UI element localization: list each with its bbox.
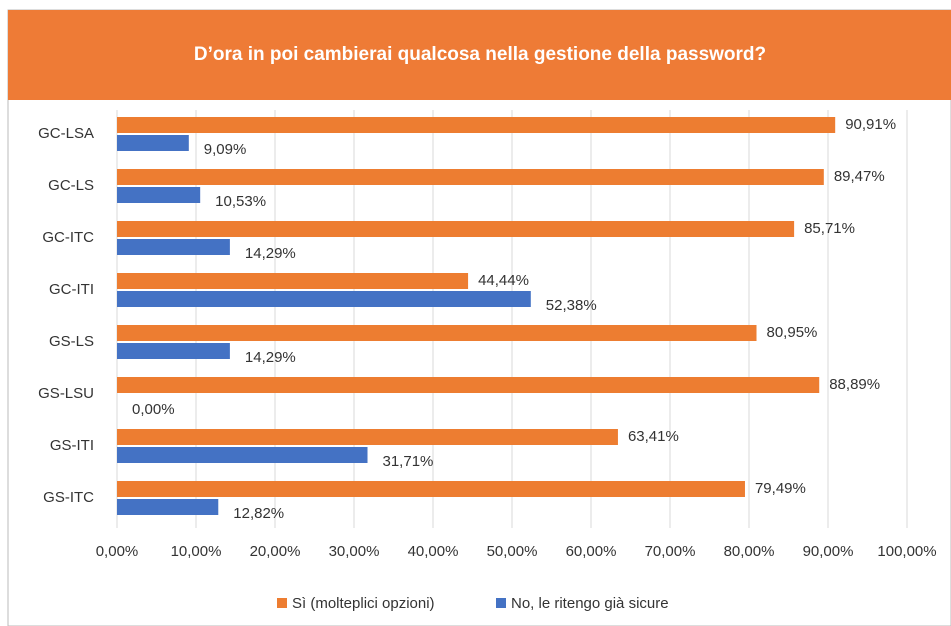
data-label: 31,71% bbox=[383, 453, 434, 470]
bar bbox=[117, 377, 820, 393]
legend-swatch bbox=[496, 598, 506, 608]
bar bbox=[117, 273, 469, 289]
y-tick-label: GS-LS bbox=[49, 333, 94, 350]
y-tick-label: GS-LSU bbox=[38, 385, 94, 402]
bar bbox=[117, 135, 189, 151]
bar bbox=[117, 481, 745, 497]
y-tick-label: GS-ITC bbox=[43, 489, 94, 506]
legend-label: No, le ritengo già sicure bbox=[511, 595, 669, 612]
data-label: 9,09% bbox=[204, 141, 247, 158]
bar bbox=[117, 221, 795, 237]
bar bbox=[117, 239, 230, 255]
legend-swatch bbox=[277, 598, 287, 608]
legend-label: Sì (molteplici opzioni) bbox=[292, 595, 435, 612]
x-tick-label: 0,00% bbox=[96, 543, 139, 560]
x-tick-label: 100,00% bbox=[877, 543, 936, 560]
data-label: 89,47% bbox=[834, 168, 885, 185]
bar bbox=[117, 429, 618, 445]
x-tick-label: 70,00% bbox=[645, 543, 696, 560]
bar bbox=[117, 343, 230, 359]
data-label: 52,38% bbox=[546, 297, 597, 314]
data-label: 0,00% bbox=[132, 401, 175, 418]
bar bbox=[117, 169, 824, 185]
chart-title: D’ora in poi cambierai qualcosa nella ge… bbox=[194, 44, 766, 65]
data-label: 12,82% bbox=[233, 505, 284, 522]
data-label: 88,89% bbox=[829, 376, 880, 393]
x-tick-label: 40,00% bbox=[408, 543, 459, 560]
data-label: 14,29% bbox=[245, 349, 296, 366]
data-label: 14,29% bbox=[245, 245, 296, 262]
x-tick-label: 50,00% bbox=[487, 543, 538, 560]
y-tick-label: GC-LS bbox=[48, 177, 94, 194]
x-tick-label: 30,00% bbox=[329, 543, 380, 560]
bar bbox=[117, 291, 531, 307]
bar bbox=[117, 325, 757, 341]
y-tick-label: GC-ITC bbox=[42, 229, 94, 246]
data-label: 10,53% bbox=[215, 193, 266, 210]
header-band bbox=[8, 10, 951, 100]
frame bbox=[7, 9, 951, 626]
data-label: 63,41% bbox=[628, 428, 679, 445]
x-tick-label: 80,00% bbox=[724, 543, 775, 560]
data-label: 90,91% bbox=[845, 116, 896, 133]
x-tick-label: 90,00% bbox=[803, 543, 854, 560]
x-tick-label: 20,00% bbox=[250, 543, 301, 560]
bar bbox=[117, 187, 201, 203]
bar bbox=[117, 117, 836, 133]
y-tick-label: GC-ITI bbox=[49, 281, 94, 298]
data-label: 44,44% bbox=[478, 272, 529, 289]
x-tick-label: 60,00% bbox=[566, 543, 617, 560]
data-label: 85,71% bbox=[804, 220, 855, 237]
y-tick-label: GS-ITI bbox=[50, 437, 94, 454]
bar bbox=[117, 447, 368, 463]
x-tick-label: 10,00% bbox=[171, 543, 222, 560]
data-label: 79,49% bbox=[755, 480, 806, 497]
bar bbox=[117, 499, 219, 515]
y-tick-label: GC-LSA bbox=[38, 125, 94, 142]
data-label: 80,95% bbox=[767, 324, 818, 341]
